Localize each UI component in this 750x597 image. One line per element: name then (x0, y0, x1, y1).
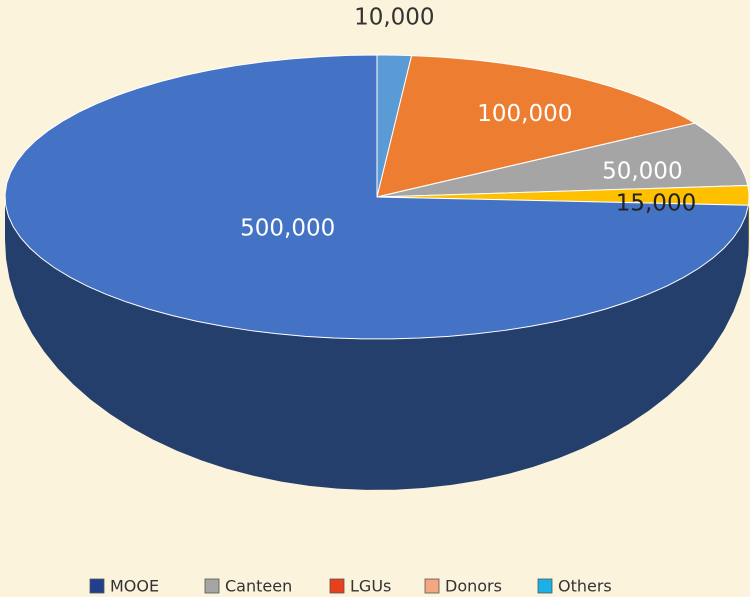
data-label: 15,000 (616, 190, 696, 216)
data-label: 500,000 (240, 216, 335, 242)
data-label: 10,000 (354, 5, 434, 31)
legend-label: Canteen (225, 577, 292, 596)
legend-label: Donors (445, 577, 502, 596)
chart: 10,000 100,000 50,000 15,000 500,000 MOOE Cant… (0, 0, 750, 597)
data-label: 100,000 (477, 101, 572, 127)
legend-swatch (538, 579, 552, 593)
legend-swatch (205, 579, 219, 593)
page: {"chart_data": {"type": "pie", "categori… (0, 0, 750, 597)
data-label: 50,000 (602, 159, 682, 185)
legend-swatch (330, 579, 344, 593)
legend-label: MOOE (110, 577, 159, 596)
legend-swatch (90, 579, 104, 593)
legend-label: LGUs (350, 577, 391, 596)
legend-swatch (425, 579, 439, 593)
legend-label: Others (558, 577, 612, 596)
